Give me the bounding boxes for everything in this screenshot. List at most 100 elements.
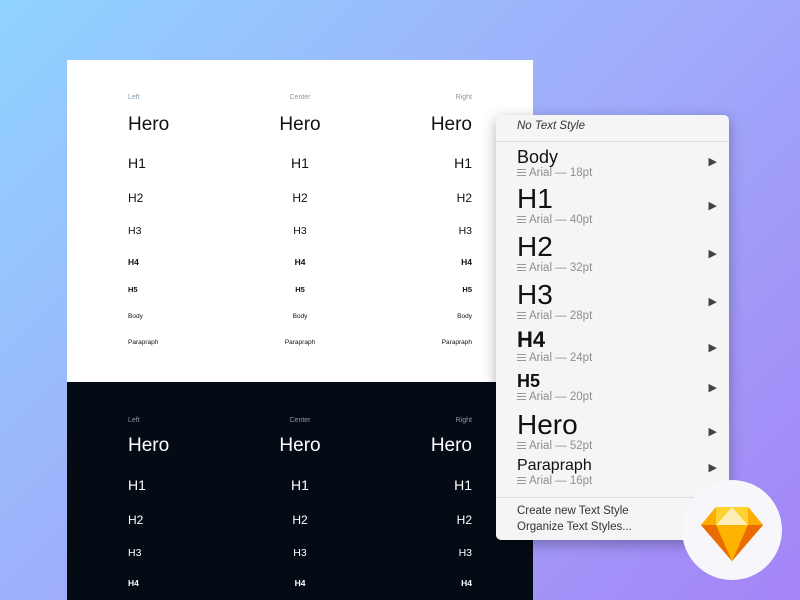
sample-body-right: Body (457, 313, 472, 320)
style-font-size: Arial — 40pt (529, 214, 593, 226)
column-label-center: Center (289, 417, 311, 424)
sample-h1-center: H1 (291, 477, 309, 493)
column-label-center: Center (289, 94, 311, 101)
align-center-icon (517, 442, 526, 449)
align-center-icon (517, 477, 526, 484)
chevron-right-icon[interactable]: ▶ (708, 296, 717, 308)
divider (496, 497, 729, 498)
artboard-light: Left Hero H1 H2 H3 H4 H5 Body Parapraph Center Her… (67, 60, 533, 382)
sample-h2-center: H2 (292, 513, 308, 527)
sample-h2-left: H2 (128, 191, 144, 205)
sample-h5-center: H5 (295, 285, 305, 294)
sample-h2-left: H2 (128, 513, 144, 527)
chevron-right-icon[interactable]: ▶ (708, 156, 717, 168)
align-center-icon (517, 216, 526, 223)
style-name: H2 (517, 231, 553, 262)
sample-hero-center: Hero (279, 114, 321, 135)
chevron-right-icon[interactable]: ▶ (708, 382, 717, 394)
chevron-right-icon[interactable]: ▶ (708, 462, 717, 474)
sample-hero-left: Hero (128, 114, 170, 135)
style-detail: Arial — 28pt (517, 310, 729, 322)
align-center-icon (517, 393, 526, 400)
style-detail: Arial — 18pt (517, 167, 729, 179)
sample-h1-left: H1 (128, 155, 146, 171)
menu-item-h4[interactable]: H4 Arial — 24pt (517, 329, 729, 364)
divider (496, 141, 729, 142)
sample-h4-left: H4 (128, 578, 139, 588)
menu-item-h1[interactable]: H1 Arial — 40pt (517, 185, 729, 226)
chevron-right-icon[interactable]: ▶ (708, 342, 717, 354)
sample-parapraph-right: Parapraph (441, 339, 472, 346)
sample-h1-right: H1 (454, 155, 472, 171)
sample-h4-right: H4 (461, 578, 472, 588)
artboard-dark: Left Hero H1 H2 H3 H4 Center Hero H1 H2 H3 H4 Right H… (67, 382, 533, 600)
style-font-size: Arial — 16pt (529, 475, 593, 487)
style-name: H5 (517, 371, 541, 391)
style-detail: Arial — 24pt (517, 352, 729, 364)
sample-h3-center: H3 (293, 547, 307, 559)
sample-hero-center: Hero (279, 435, 321, 456)
menu-item-h3[interactable]: H3 Arial — 28pt (517, 281, 729, 322)
sketch-diamond-icon (701, 507, 763, 561)
column-label-left: Left (128, 94, 140, 101)
chevron-right-icon[interactable]: ▶ (708, 200, 717, 212)
sample-h2-right: H2 (456, 191, 472, 205)
sample-hero-right: Hero (430, 435, 472, 456)
style-font-size: Arial — 24pt (529, 352, 593, 364)
align-center-icon (517, 264, 526, 271)
sample-h3-right: H3 (458, 547, 472, 559)
menu-item-no-text-style[interactable]: No Text Style (517, 120, 585, 132)
style-font-size: Arial — 18pt (529, 167, 593, 179)
style-detail: Arial — 40pt (517, 214, 729, 226)
sample-h1-left: H1 (128, 477, 146, 493)
chevron-right-icon[interactable]: ▶ (708, 426, 717, 438)
sample-h1-right: H1 (454, 477, 472, 493)
style-name: Hero (517, 409, 578, 440)
sample-h2-right: H2 (456, 513, 472, 527)
style-font-size: Arial — 32pt (529, 262, 593, 274)
style-name: Parapraph (517, 457, 592, 474)
sample-h3-center: H3 (293, 225, 307, 237)
style-font-size: Arial — 28pt (529, 310, 593, 322)
sample-hero-left: Hero (128, 435, 170, 456)
align-center-icon (517, 312, 526, 319)
sample-h3-right: H3 (458, 225, 472, 237)
sample-body-center: Body (292, 313, 308, 320)
sample-h1-center: H1 (291, 155, 309, 171)
sample-h3-left: H3 (128, 547, 142, 559)
menu-item-h5[interactable]: H5 Arial — 20pt (517, 372, 729, 403)
organize-text-styles-item[interactable]: Organize Text Styles... (517, 521, 632, 533)
text-style-menu: No Text Style Create new Text Style Orga… (496, 115, 729, 540)
style-detail: Arial — 52pt (517, 440, 729, 452)
sample-parapraph-center: Parapraph (284, 339, 316, 346)
sample-h4-center: H4 (294, 257, 306, 267)
sample-h3-left: H3 (128, 225, 142, 237)
sample-body-left: Body (128, 313, 143, 320)
sketch-logo (682, 480, 782, 580)
sample-h5-right: H5 (462, 285, 472, 294)
style-detail: Arial — 20pt (517, 391, 729, 403)
chevron-right-icon[interactable]: ▶ (708, 248, 717, 260)
align-center-icon (517, 169, 526, 176)
style-name: Body (517, 147, 559, 167)
style-detail: Arial — 16pt (517, 475, 729, 487)
align-center-icon (517, 354, 526, 361)
style-name: H4 (517, 327, 546, 352)
column-label-left: Left (128, 417, 140, 424)
style-font-size: Arial — 52pt (529, 440, 593, 452)
style-detail: Arial — 32pt (517, 262, 729, 274)
sample-h4-left: H4 (128, 257, 139, 267)
sample-h4-center: H4 (294, 578, 306, 588)
sample-parapraph-left: Parapraph (128, 339, 159, 346)
menu-item-hero[interactable]: Hero Arial — 52pt (517, 411, 729, 452)
column-label-right: Right (455, 94, 472, 101)
menu-item-h2[interactable]: H2 Arial — 32pt (517, 233, 729, 274)
menu-item-parapraph[interactable]: Parapraph Arial — 16pt (517, 458, 729, 487)
menu-item-body[interactable]: Body Arial — 18pt (517, 148, 729, 179)
style-name: H1 (517, 183, 553, 214)
sample-hero-right: Hero (430, 114, 472, 135)
sample-h2-center: H2 (292, 191, 308, 205)
create-text-style-item[interactable]: Create new Text Style (517, 505, 629, 517)
sample-h4-right: H4 (461, 257, 472, 267)
style-name: H3 (517, 279, 553, 310)
